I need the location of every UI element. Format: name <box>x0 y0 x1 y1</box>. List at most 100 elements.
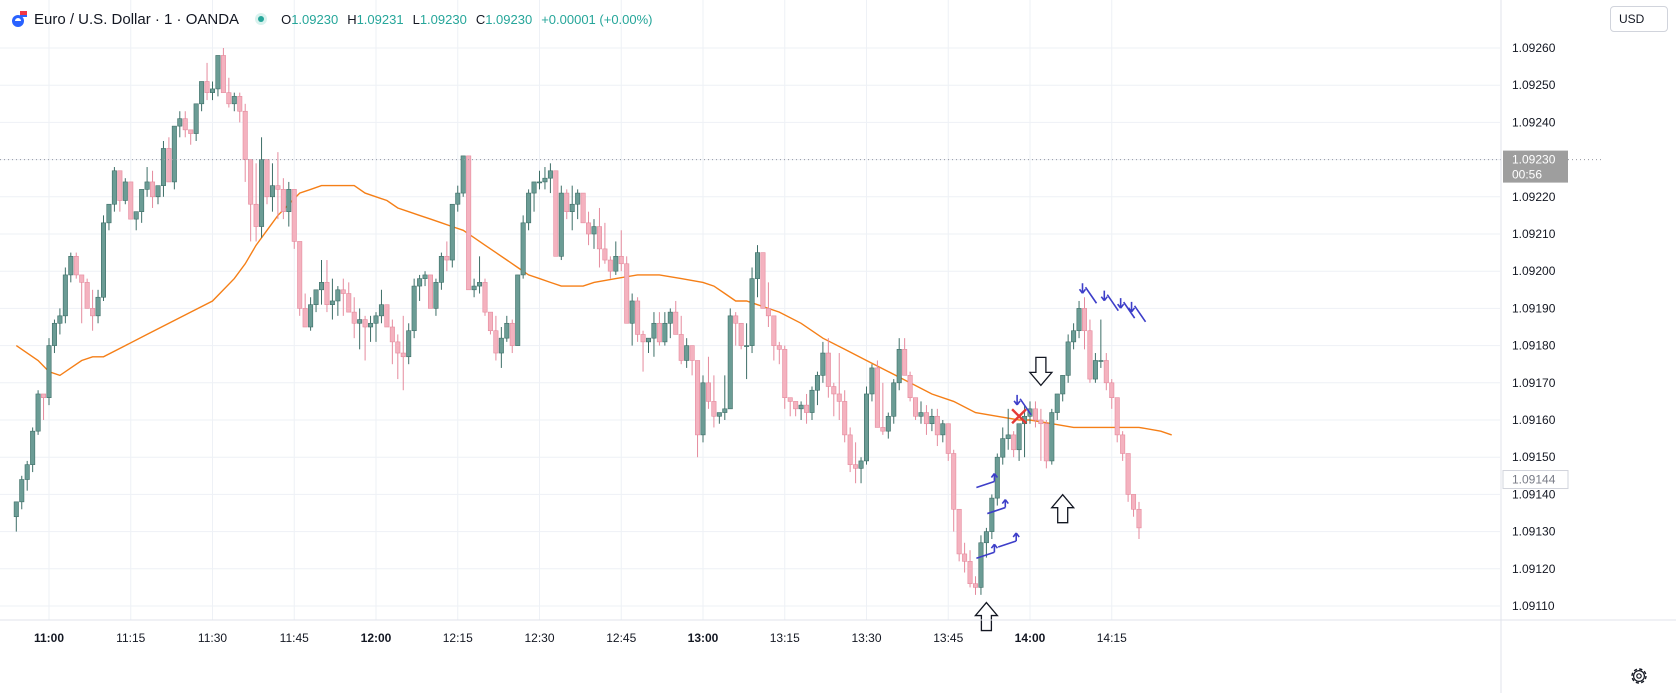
candle <box>542 167 548 190</box>
candle <box>139 189 145 223</box>
candle <box>248 159 254 242</box>
price-tick-label: 1.09150 <box>1512 450 1556 464</box>
candle <box>536 170 542 190</box>
candle <box>880 382 886 435</box>
market-status-icon[interactable] <box>255 13 268 25</box>
candle <box>858 457 864 484</box>
candle <box>1120 431 1126 461</box>
candle <box>384 304 390 328</box>
candle <box>351 297 357 339</box>
candle <box>389 319 395 365</box>
blue-up-marker <box>976 473 999 489</box>
candle <box>874 360 880 428</box>
candle <box>836 353 842 420</box>
candle <box>1054 393 1060 420</box>
symbol-title[interactable]: Euro / U.S. Dollar · 1 · OANDA <box>34 10 240 28</box>
candle <box>335 286 341 316</box>
candle <box>106 203 112 231</box>
candle <box>73 252 79 279</box>
candle <box>13 501 19 532</box>
currency-button[interactable]: USD <box>1610 6 1668 32</box>
low-value: 1.09230 <box>419 11 467 27</box>
candle <box>291 189 297 249</box>
candle <box>1038 408 1044 461</box>
candle <box>24 460 30 491</box>
open-label: O <box>281 11 292 27</box>
candle <box>395 334 401 380</box>
change-value: +0.00001 (+0.00%) <box>541 11 653 27</box>
candle <box>853 442 859 484</box>
candle <box>133 211 139 231</box>
candle <box>869 364 875 402</box>
candle <box>918 401 924 424</box>
candle <box>863 386 869 465</box>
candle <box>596 207 602 268</box>
price-axis[interactable]: 1.09260 1.09250 1.09240 1.09230 1.09220 1.092… <box>1500 0 1569 693</box>
candle <box>575 189 581 220</box>
blue-up-marker <box>987 499 1009 515</box>
candle <box>586 211 592 246</box>
candle <box>406 323 412 365</box>
candle <box>814 371 820 406</box>
candle <box>237 92 243 123</box>
candle <box>526 189 532 231</box>
candle <box>624 256 630 324</box>
hollow-down-arrow <box>1028 356 1054 387</box>
candle <box>368 315 374 342</box>
candle <box>19 475 25 510</box>
candle <box>210 81 216 101</box>
candle <box>215 55 221 97</box>
candle <box>373 312 379 342</box>
price-tick-label: 1.09170 <box>1512 376 1556 390</box>
price-tick-label: 1.09220 <box>1512 190 1556 204</box>
time-axis[interactable]: 11:00 11:15 11:30 11:45 12:00 12:15 12:30 12:45… <box>0 619 1676 645</box>
moving-average-line <box>15 184 1172 436</box>
candle <box>193 103 199 141</box>
candle <box>498 327 504 368</box>
gear-icon[interactable] <box>1628 665 1650 687</box>
candle <box>689 345 695 376</box>
candle <box>983 527 989 558</box>
candle <box>509 319 515 354</box>
price-tick-label: 1.09190 <box>1512 301 1556 315</box>
candle <box>618 230 624 272</box>
time-tick-label: 14:15 <box>1097 631 1127 645</box>
candle <box>79 274 85 324</box>
candle <box>733 312 739 346</box>
candle <box>269 163 275 212</box>
close-value: 1.09230 <box>485 11 533 27</box>
candle <box>155 185 161 205</box>
candle <box>760 252 766 309</box>
candle <box>84 278 90 309</box>
candle <box>422 271 428 287</box>
candle <box>656 312 662 346</box>
candle <box>308 297 314 331</box>
candle <box>531 181 537 212</box>
candle <box>700 375 706 443</box>
candle <box>68 252 74 283</box>
candle <box>128 181 134 220</box>
candle <box>302 293 308 328</box>
candle <box>204 62 210 101</box>
candle <box>896 338 902 391</box>
blue-down-marker <box>1013 394 1032 416</box>
low-label: L <box>412 11 420 27</box>
price-tick-label: 1.09120 <box>1512 562 1556 576</box>
candle <box>940 420 946 443</box>
candle <box>411 278 417 339</box>
candle <box>1082 297 1088 350</box>
crosshair-price-label: 1.09144 <box>1502 470 1569 490</box>
candle <box>520 215 526 279</box>
candle <box>144 167 150 197</box>
candle <box>591 219 597 249</box>
candle <box>962 542 968 573</box>
candle <box>90 289 96 331</box>
blue-down-marker <box>1078 283 1098 304</box>
candle <box>564 189 570 220</box>
candle <box>455 185 461 212</box>
candle <box>57 308 63 335</box>
candle <box>427 274 433 309</box>
hollow-up-arrow <box>1050 493 1076 524</box>
candle <box>842 390 848 443</box>
